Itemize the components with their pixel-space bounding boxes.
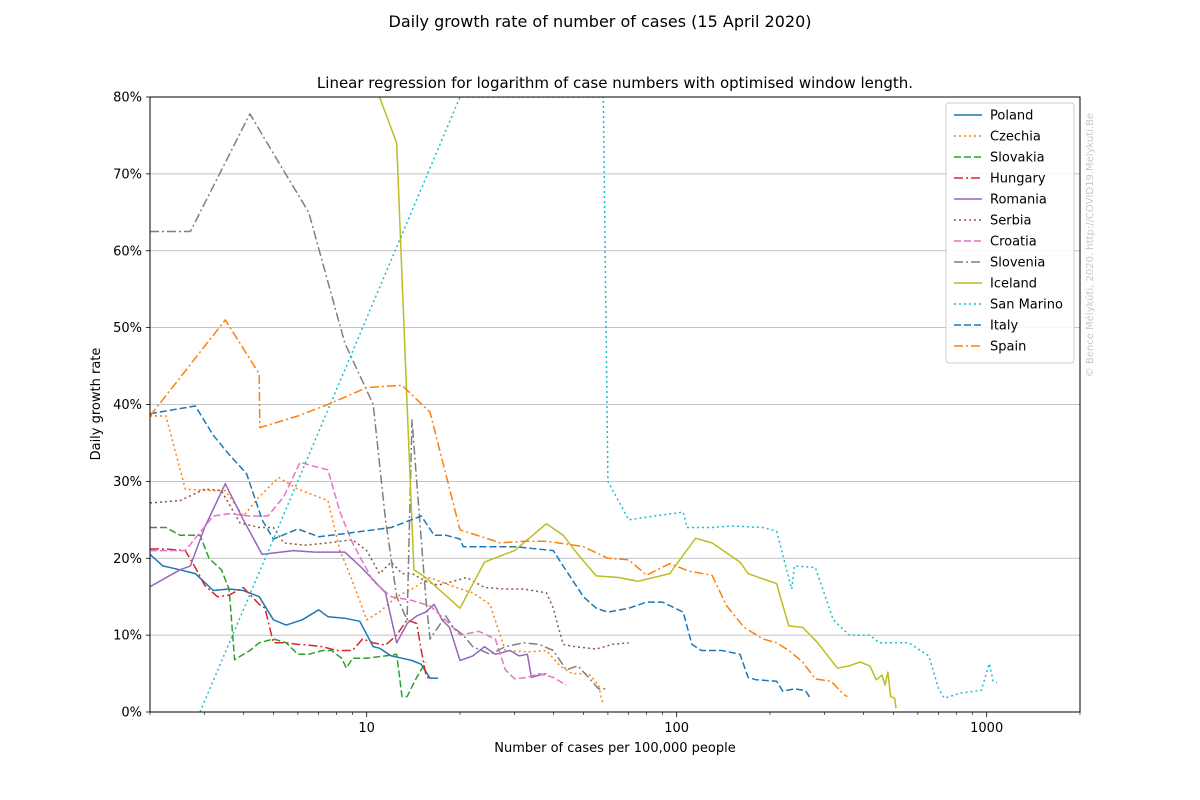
y-tick-label: 20% <box>113 552 142 567</box>
legend-label: Serbia <box>990 214 1031 229</box>
series-line-italy <box>150 405 812 699</box>
legend-box <box>945 102 1075 364</box>
y-axis-label: Daily growth rate <box>89 348 104 461</box>
x-axis-label: Number of cases per 100,000 people <box>494 741 736 756</box>
series-line-romania <box>150 482 547 679</box>
series-line-iceland <box>378 97 897 709</box>
axis-ticks: 0% 10% 20% 30% 40% 50% 60% 70% 80% 10 100 1000 <box>113 91 1081 736</box>
legend-label: San Marino <box>990 298 1063 313</box>
legend-label: Hungary <box>990 172 1046 187</box>
legend-label: Czechia <box>990 130 1041 145</box>
series-line-poland <box>150 553 439 679</box>
x-tick-label: 100 <box>664 721 689 736</box>
y-tick-label: 40% <box>113 398 142 413</box>
y-tick-label: 30% <box>113 475 142 490</box>
y-tick-label: 0% <box>121 706 142 721</box>
watermark: © Bence Mélykúti, 2020. http://COVID19.M… <box>1084 113 1096 377</box>
series-line-serbia <box>150 488 629 650</box>
legend-label: Spain <box>990 340 1026 355</box>
y-tick-label: 50% <box>113 321 142 336</box>
chart-suptitle: Daily growth rate of number of cases (15… <box>389 12 812 31</box>
legend-label: Iceland <box>990 277 1037 292</box>
y-tick-label: 70% <box>113 167 142 182</box>
x-tick-label: 1000 <box>970 721 1003 736</box>
legend: Poland Czechia Slovakia Hungary Romania Serbi… <box>945 102 1075 364</box>
x-tick-label: 10 <box>358 721 375 736</box>
series-line-czechia <box>150 415 605 705</box>
legend-label: Poland <box>990 109 1033 124</box>
series-line-spain <box>150 319 848 698</box>
y-tick-label: 60% <box>113 244 142 259</box>
y-tick-label: 80% <box>113 91 142 106</box>
series-layer <box>150 97 998 712</box>
series-line-san-marino <box>199 97 998 712</box>
series-line-hungary <box>150 548 431 682</box>
legend-label: Slovenia <box>990 256 1045 271</box>
series-line-slovakia <box>150 526 427 698</box>
series-line-croatia <box>150 461 567 686</box>
y-tick-label: 10% <box>113 629 142 644</box>
legend-label: Croatia <box>990 235 1037 250</box>
legend-label: Italy <box>990 319 1019 334</box>
grid-lines <box>150 173 1080 636</box>
series-line-slovenia <box>150 113 608 690</box>
legend-label: Romania <box>990 193 1047 208</box>
legend-label: Slovakia <box>990 151 1045 166</box>
chart-title: Linear regression for logarithm of case … <box>317 74 913 92</box>
